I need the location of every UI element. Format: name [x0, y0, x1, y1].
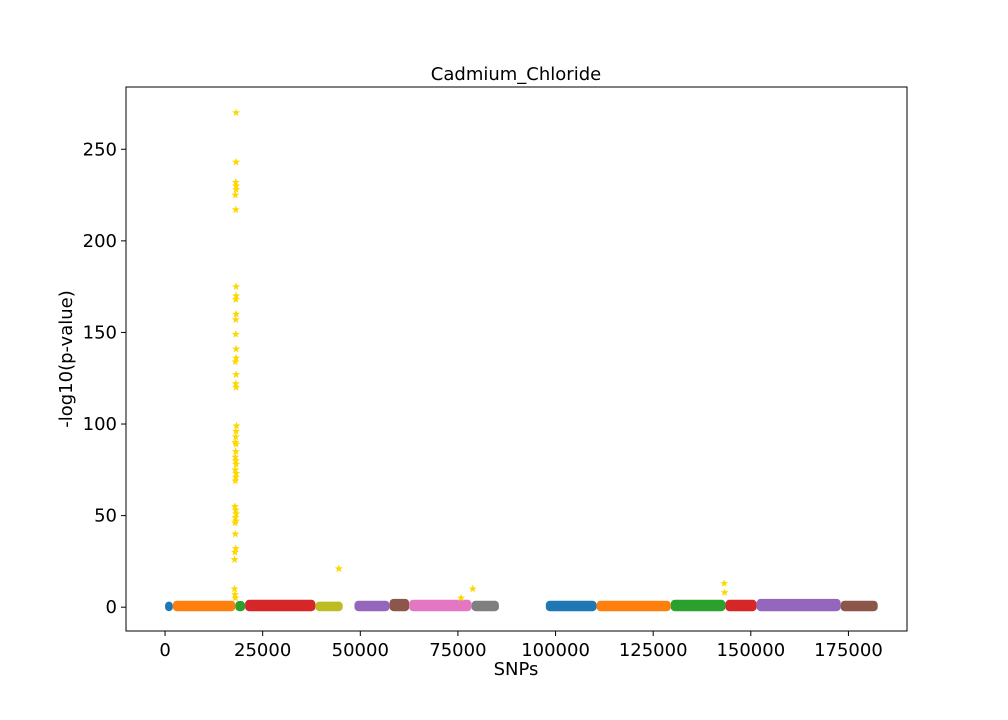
significant-snp-point	[232, 460, 241, 468]
chart-title: Cadmium_Chloride	[431, 64, 601, 85]
significant-snp-point	[232, 383, 241, 391]
y-tick-label: 150	[83, 322, 117, 343]
significant-snp-point	[232, 421, 241, 430]
significant-snp-point	[231, 190, 240, 199]
significant-snp-point	[230, 548, 239, 556]
plot-area	[165, 108, 878, 612]
significant-snp-point	[230, 590, 239, 598]
significant-snp-point	[232, 353, 241, 362]
significant-snp-point	[231, 465, 240, 474]
significant-snp-point	[720, 579, 729, 587]
x-tick-label: 0	[159, 640, 170, 661]
significant-snp-point	[232, 157, 241, 166]
significant-snp-point	[231, 330, 240, 338]
significant-snp-point	[457, 593, 466, 602]
significant-snp-point	[231, 516, 240, 525]
chromosome-band-2	[172, 600, 236, 612]
chromosome-band-6	[354, 600, 390, 612]
x-axis: 0 25000 50000 75000 100000 125000 150000 175000	[159, 631, 883, 661]
significant-snp-point	[468, 584, 477, 593]
significant-snp-point	[232, 309, 241, 318]
y-tick-label: 100	[83, 414, 117, 435]
significant-snp-point	[231, 379, 240, 388]
y-tick-label: 200	[83, 231, 117, 252]
significant-snp-point	[231, 456, 240, 465]
significant-snp-point	[232, 282, 241, 291]
x-axis-label: SNPs	[494, 659, 539, 680]
chromosome-band-13	[725, 599, 757, 612]
significant-snp-point	[231, 178, 240, 186]
significant-snp-point	[232, 344, 241, 353]
significant-snp-point	[231, 505, 240, 514]
significant-snp-point	[231, 438, 240, 446]
y-tick-label: 250	[83, 139, 117, 160]
significant-snp-point	[231, 529, 240, 538]
y-tick-label: 50	[94, 506, 117, 527]
significant-snp-point	[231, 295, 240, 303]
chromosome-band-1	[165, 601, 173, 612]
chromosome-band-3	[235, 601, 246, 612]
x-tick-label: 150000	[716, 640, 785, 661]
chromosome-band-4	[245, 599, 316, 612]
chromosome-band-14	[756, 598, 841, 612]
x-tick-label: 175000	[814, 640, 883, 661]
significant-snp-point	[232, 509, 241, 518]
significant-snp-point	[230, 555, 239, 563]
chromosome-band-11	[596, 600, 671, 612]
significant-snp-point	[232, 439, 241, 448]
chromosome-band-15	[840, 600, 878, 612]
significant-snp-point	[231, 452, 240, 461]
significant-snp-point	[231, 205, 240, 214]
significant-snp-point	[231, 447, 240, 455]
significant-snp-point	[231, 513, 240, 521]
significant-snp-point	[232, 185, 241, 193]
chromosome-band-8	[409, 599, 472, 612]
significant-snp-point	[231, 432, 240, 441]
x-tick-label: 125000	[619, 640, 688, 661]
significant-snp-point	[334, 564, 343, 573]
significant-snp-point	[231, 593, 240, 602]
significant-snp-point	[232, 370, 241, 378]
y-axis-label: -log10(p-value)	[56, 290, 77, 428]
x-tick-label: 100000	[521, 640, 590, 661]
y-tick-label: 0	[106, 597, 117, 618]
significant-snp-point	[231, 476, 240, 485]
significant-snp-point	[720, 588, 729, 596]
y-axis: 0 50 100 150 200 250	[83, 139, 126, 618]
chromosome-band-10	[545, 600, 597, 612]
significant-snp-point	[230, 584, 239, 593]
significant-snp-point	[231, 315, 240, 324]
significant-snp-point	[231, 357, 240, 366]
chromosome-band-12	[670, 599, 726, 612]
significant-snp-point	[232, 427, 241, 435]
significant-snp-point	[230, 502, 239, 510]
x-tick-label: 75000	[429, 640, 486, 661]
chromosome-band-7	[389, 598, 410, 612]
significant-snp-point	[231, 544, 240, 552]
plot-frame	[125, 86, 908, 632]
x-tick-label: 25000	[234, 640, 291, 661]
chromosome-band-9	[471, 600, 499, 612]
significant-snp-point	[230, 518, 239, 527]
significant-snp-point	[232, 469, 241, 477]
chromosome-band-5	[315, 601, 343, 612]
significant-snp-point	[231, 472, 240, 481]
x-tick-label: 50000	[332, 640, 389, 661]
significant-snp-point	[232, 291, 241, 300]
significant-snp-point	[232, 108, 241, 117]
